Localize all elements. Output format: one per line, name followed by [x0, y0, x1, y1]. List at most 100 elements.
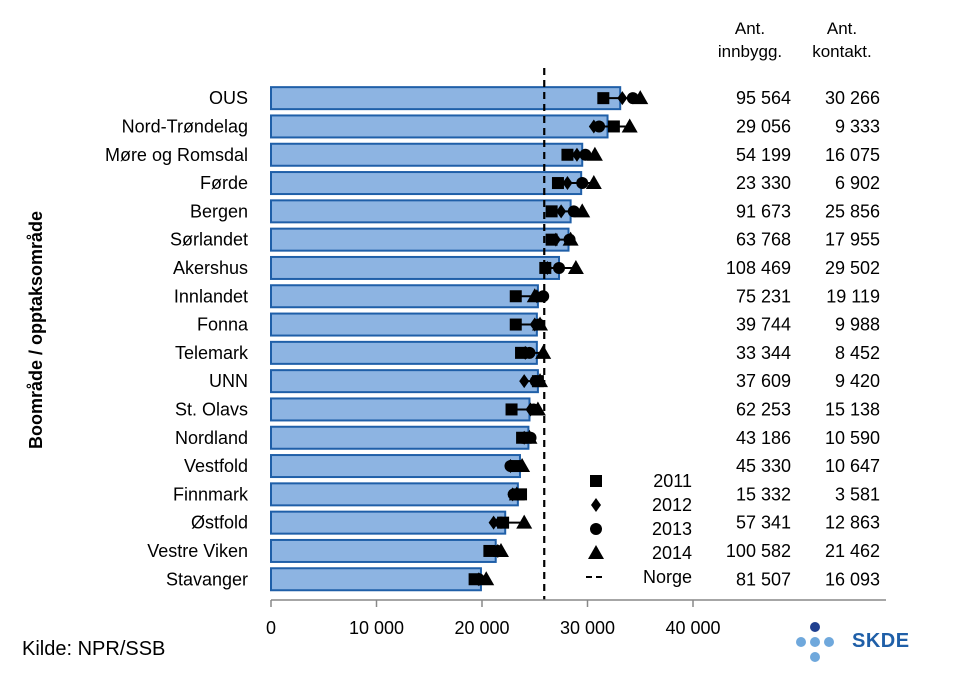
logo-dot	[796, 637, 806, 647]
population-value: 15 332	[736, 484, 791, 504]
category-label: Vestfold	[184, 456, 248, 476]
marker-2014	[562, 231, 579, 246]
bar	[270, 482, 519, 507]
category-label: UNN	[209, 371, 248, 391]
marker-2014	[632, 90, 649, 105]
contacts-value: 9 988	[835, 315, 880, 335]
x-axis: 0 10 000 20 000 30 000 40 000	[266, 599, 886, 638]
contacts-value: 9 333	[835, 116, 880, 136]
marker-2013	[494, 516, 507, 529]
population-header: innbygg.	[718, 42, 782, 61]
marker-2014	[521, 429, 538, 444]
population-value: 39 744	[736, 315, 791, 335]
marker-2013	[553, 261, 566, 274]
population-value: 100 582	[726, 541, 791, 561]
bar	[270, 171, 583, 196]
marker-2011	[545, 205, 558, 218]
bar	[270, 454, 521, 479]
logo-text: SKDE	[852, 630, 910, 652]
logo-dot	[810, 652, 820, 662]
legend-label: Norge	[643, 567, 692, 587]
source-note: Kilde: NPR/SSB	[22, 638, 166, 660]
marker-2014	[516, 514, 533, 529]
bar	[270, 538, 497, 563]
contacts-value: 29 502	[825, 258, 880, 278]
skde-logo	[796, 622, 834, 662]
marker-2012	[556, 204, 567, 219]
population-value: 45 330	[736, 456, 791, 476]
legend-swatch-2014	[588, 545, 604, 559]
category-label: Akershus	[173, 258, 248, 278]
category-label: Sørlandet	[170, 230, 248, 250]
population-value: 75 231	[736, 286, 791, 306]
contacts-value: 8 452	[835, 343, 880, 363]
marker-2013	[504, 460, 517, 473]
bar	[270, 227, 570, 252]
contacts-value: 17 955	[825, 230, 880, 250]
contacts-value: 12 863	[825, 513, 880, 533]
contacts-value: 16 093	[825, 569, 880, 589]
marker-2011	[483, 544, 496, 557]
population-value: 108 469	[726, 258, 791, 278]
bar	[270, 510, 507, 535]
bar	[270, 340, 538, 365]
legend-label: 2011	[653, 471, 692, 491]
population-value: 33 344	[736, 343, 791, 363]
population-value: 81 507	[736, 569, 791, 589]
population-value: 29 056	[736, 116, 791, 136]
contacts-value: 25 856	[825, 201, 880, 221]
bar	[270, 142, 584, 167]
category-label: Møre og Romsdal	[105, 145, 248, 165]
category-label: OUS	[209, 88, 248, 108]
contacts-value: 6 902	[835, 173, 880, 193]
population-value: 23 330	[736, 173, 791, 193]
contacts-value: 3 581	[835, 484, 880, 504]
marker-2011	[505, 403, 518, 416]
marker-2013	[576, 177, 589, 190]
category-labels: OUS Nord-Trøndelag Møre og Romsdal Førde Ber…	[105, 88, 249, 589]
bar	[270, 284, 539, 309]
bar	[270, 312, 538, 337]
contacts-value: 30 266	[825, 88, 880, 108]
marker-2011	[561, 148, 574, 161]
category-label: Fonna	[197, 315, 249, 335]
bar	[270, 425, 530, 450]
bar	[270, 86, 622, 111]
marker-2012	[571, 147, 582, 162]
population-value: 95 564	[736, 88, 791, 108]
marker-2013	[579, 148, 592, 161]
markers-group	[468, 90, 649, 587]
contacts-header: kontakt.	[812, 42, 872, 61]
population-value: 63 768	[736, 230, 791, 250]
population-value: 54 199	[736, 145, 791, 165]
marker-2011	[597, 92, 610, 105]
marker-2012	[550, 232, 561, 247]
marker-2011	[607, 120, 620, 133]
bar	[270, 255, 561, 280]
legend-swatch-2012	[591, 498, 601, 512]
marker-2012	[562, 176, 573, 191]
bar	[270, 199, 572, 224]
x-tick-label: 40 000	[665, 618, 720, 638]
legend-swatch-2013	[590, 523, 602, 535]
population-value: 57 341	[736, 513, 791, 533]
contacts-value: 10 647	[825, 456, 880, 476]
marker-2014	[585, 175, 602, 190]
marker-2014	[574, 203, 591, 218]
marker-2012	[542, 260, 553, 275]
population-value: 91 673	[736, 201, 791, 221]
bar	[270, 369, 539, 394]
category-label: Bergen	[190, 201, 248, 221]
marker-2014	[478, 571, 495, 586]
marker-2011	[551, 177, 564, 190]
contacts-value: 19 119	[826, 286, 880, 306]
category-label: Telemark	[175, 343, 249, 363]
bar	[270, 567, 482, 592]
marker-2014	[567, 259, 584, 274]
marker-2014	[514, 458, 531, 473]
marker-2014	[526, 288, 543, 303]
marker-2014	[535, 344, 552, 359]
x-tick-label: 10 000	[349, 618, 404, 638]
contacts-value: 9 420	[835, 371, 880, 391]
